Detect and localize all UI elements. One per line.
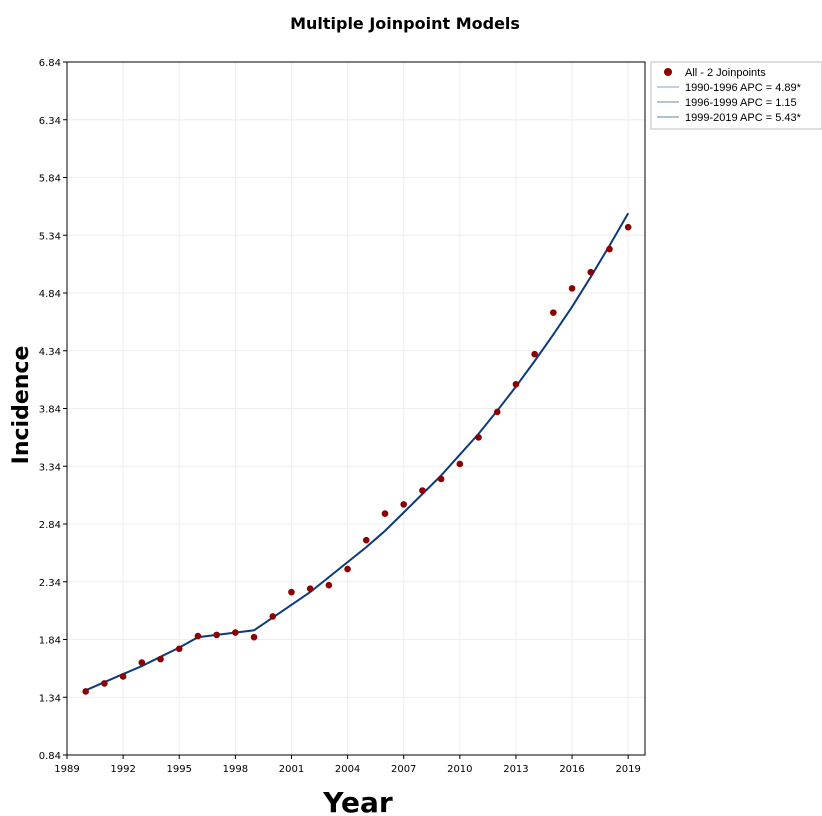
data-point <box>493 408 501 416</box>
data-point <box>400 501 407 508</box>
data-point <box>531 350 538 358</box>
legend-label-segment-2: 1996-1999 APC = 1.15 <box>685 97 797 109</box>
y-tick-label: 4.84 <box>39 289 61 300</box>
x-tick-label: 2007 <box>391 764 416 775</box>
grid <box>66 61 645 756</box>
y-tick-label: 5.34 <box>39 231 61 242</box>
data-point <box>587 268 595 276</box>
data-point <box>362 536 370 544</box>
data-point <box>213 631 220 639</box>
x-axis: 1989 1992 1995 1998 2001 2004 2007 2010 2013 2016… <box>54 755 641 775</box>
legend-label-segment-1: 1990-1996 APC = 4.89* <box>685 82 802 94</box>
x-tick-label: 1992 <box>110 764 135 775</box>
x-tick-label: 1998 <box>223 764 248 775</box>
data-point <box>606 245 613 253</box>
x-tick-label: 2019 <box>615 764 640 775</box>
y-tick-label: 2.84 <box>39 520 61 531</box>
x-axis-label: Year <box>322 786 393 816</box>
data-point <box>419 487 426 494</box>
observed-series <box>82 223 632 695</box>
data-point <box>138 659 146 666</box>
y-tick-label: 3.84 <box>39 405 61 416</box>
legend-label-segment-3: 1999-2019 APC = 5.43* <box>685 112 802 124</box>
data-point <box>325 581 333 589</box>
x-tick-label: 1989 <box>54 764 79 775</box>
x-tick-label: 2016 <box>559 764 584 775</box>
data-point <box>250 633 258 641</box>
y-tick-label: 6.84 <box>39 58 61 69</box>
data-point <box>175 645 183 653</box>
data-point <box>550 309 557 316</box>
data-point <box>512 380 520 388</box>
y-tick-label: 3.34 <box>39 462 61 473</box>
data-point <box>194 632 202 640</box>
data-point <box>82 688 90 695</box>
data-point <box>381 510 389 517</box>
data-point <box>437 475 445 483</box>
data-point <box>157 655 164 663</box>
x-tick-label: 2013 <box>503 764 528 775</box>
data-point <box>475 434 482 441</box>
y-tick-label: 4.34 <box>39 347 61 358</box>
data-point <box>568 285 576 292</box>
data-point <box>101 680 108 687</box>
y-tick-label: 0.84 <box>39 751 61 762</box>
data-point <box>288 588 295 596</box>
x-tick-label: 2010 <box>447 764 472 775</box>
fitted-series <box>85 212 630 692</box>
x-tick-label: 2001 <box>279 764 304 775</box>
fitted-line <box>85 212 630 692</box>
legend-box <box>650 61 822 130</box>
legend: All - 2 Joinpoints 1990-1996 APC = 4.89*… <box>650 61 822 130</box>
y-axis-label: Incidence <box>9 346 34 465</box>
data-point <box>344 565 351 573</box>
x-tick-label: 1995 <box>167 764 192 775</box>
y-tick-label: 1.84 <box>39 636 61 647</box>
data-point <box>232 629 239 636</box>
y-tick-label: 1.34 <box>39 693 61 704</box>
data-point <box>456 460 464 468</box>
data-point <box>624 223 632 231</box>
y-axis: 0.84 1.34 1.84 2.34 2.84 3.34 3.84 4.34 4.84 5.34… <box>39 58 67 762</box>
y-tick-label: 6.34 <box>39 116 61 127</box>
legend-marker-observed <box>664 68 672 76</box>
y-tick-label: 5.84 <box>39 174 61 185</box>
chart-title: Multiple Joinpoint Models <box>290 14 520 33</box>
data-point <box>306 585 314 592</box>
data-point <box>119 673 127 680</box>
y-tick-label: 2.34 <box>39 578 61 589</box>
x-tick-label: 2004 <box>335 764 360 775</box>
data-point <box>269 613 277 620</box>
legend-label-observed: All - 2 Joinpoints <box>685 67 766 79</box>
